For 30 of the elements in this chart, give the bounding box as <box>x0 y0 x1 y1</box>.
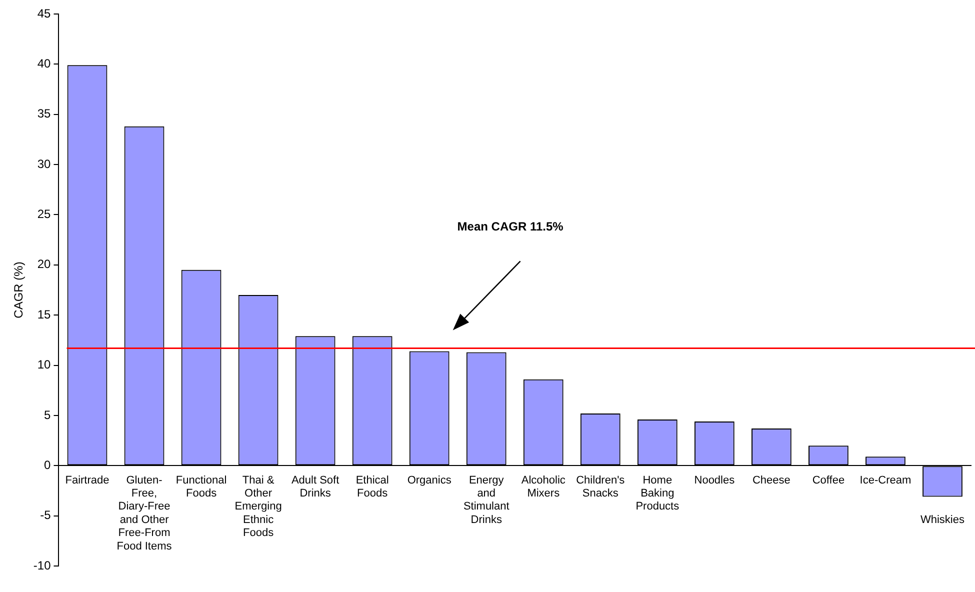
y-tick-label: -10 <box>33 558 52 572</box>
y-tick-label: 25 <box>37 207 52 222</box>
x-tick-label: Noodles <box>694 474 736 486</box>
x-tick-label: Gluten-Free, Diary-Free and Other Free-From Food Items <box>116 474 172 552</box>
y-tick-label: 15 <box>37 307 52 322</box>
x-tick-label: Thai & Other Emerging Ethnic Foods <box>234 474 282 540</box>
annotation: Mean CAGR 11.5% <box>457 220 564 234</box>
y-tick-label: 5 <box>44 408 52 422</box>
x-tick-label: Cheese <box>752 474 790 486</box>
x-tick-label: Organics <box>407 474 452 486</box>
x-tick-label: Home Baking Products <box>636 474 680 513</box>
y-tick-label: 0 <box>44 458 52 472</box>
y-tick-label: 30 <box>37 156 52 171</box>
x-tick-label: Coffee <box>812 474 845 486</box>
x-tick-label: Alcoholic Mixers <box>521 474 566 500</box>
x-tick-label: Energy and Stimulant Drinks <box>463 474 510 526</box>
x-tick-label: Adult Soft Drinks <box>291 474 340 500</box>
x-tick-label: Ethical Foods <box>356 474 389 500</box>
x-tick-label: Fairtrade <box>65 474 110 486</box>
y-axis-title: CAGR (%) <box>12 262 26 318</box>
x-tick-label: Functional Foods <box>176 474 227 500</box>
x-tick-label: Ice-Cream <box>860 474 912 486</box>
y-tick-label: -5 <box>40 508 52 522</box>
x-tick-label: Children's Snacks <box>576 474 626 500</box>
x-tick-label: Whiskies <box>920 514 965 526</box>
y-tick-label: 10 <box>37 358 52 372</box>
y-tick-label: 35 <box>37 106 52 121</box>
y-tick-label: 20 <box>37 257 52 272</box>
y-tick-label: 45 <box>37 6 52 20</box>
y-tick-label: 40 <box>37 56 52 70</box>
